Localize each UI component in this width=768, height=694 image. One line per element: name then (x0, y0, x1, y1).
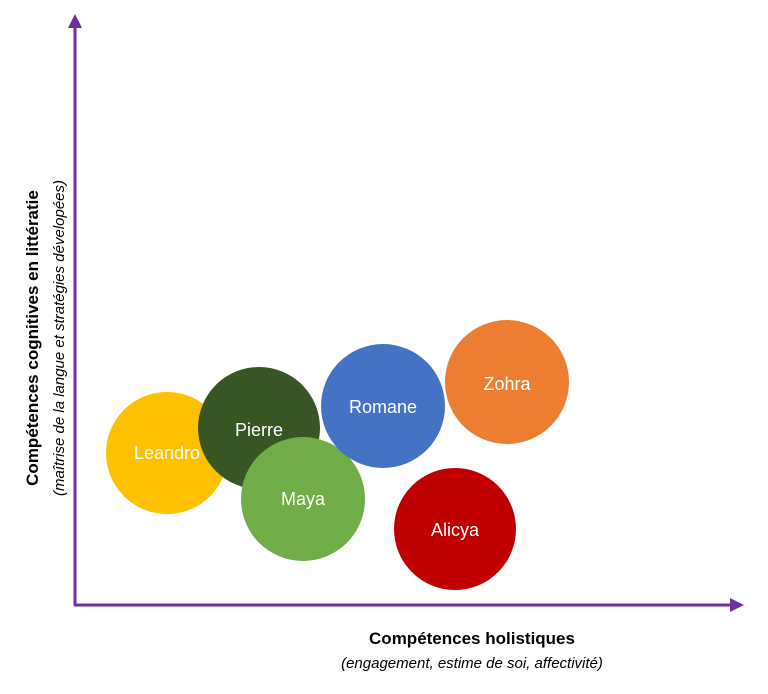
bubble-zohra: Zohra (445, 320, 569, 444)
bubble-leandro: Leandro (106, 392, 228, 514)
bubble-romane: Romane (321, 344, 445, 468)
x-axis-arrowhead (730, 598, 744, 612)
y-axis-subtitle: (maîtrise de la langue et stratégies dév… (51, 180, 68, 496)
bubble-label: Alicya (431, 520, 480, 540)
x-axis-subtitle: (engagement, estime de soi, affectivité) (341, 655, 603, 672)
y-axis-title: Compétences cognitives en littératie (23, 190, 42, 486)
bubble-circle (394, 468, 516, 590)
bubble-maya: Maya (241, 437, 365, 561)
bubble-label: Romane (349, 397, 417, 417)
bubble-circle (241, 437, 365, 561)
bubble-circle (106, 392, 228, 514)
bubble-alicya: Alicya (394, 468, 516, 590)
bubble-circle (445, 320, 569, 444)
bubble-label: Leandro (134, 443, 200, 463)
bubble-label: Pierre (235, 420, 283, 440)
x-axis-title: Compétences holistiques (369, 629, 575, 648)
bubble-circle (321, 344, 445, 468)
y-axis-arrowhead (68, 14, 82, 28)
bubble-label: Maya (281, 489, 326, 509)
bubble-label: Zohra (483, 374, 531, 394)
